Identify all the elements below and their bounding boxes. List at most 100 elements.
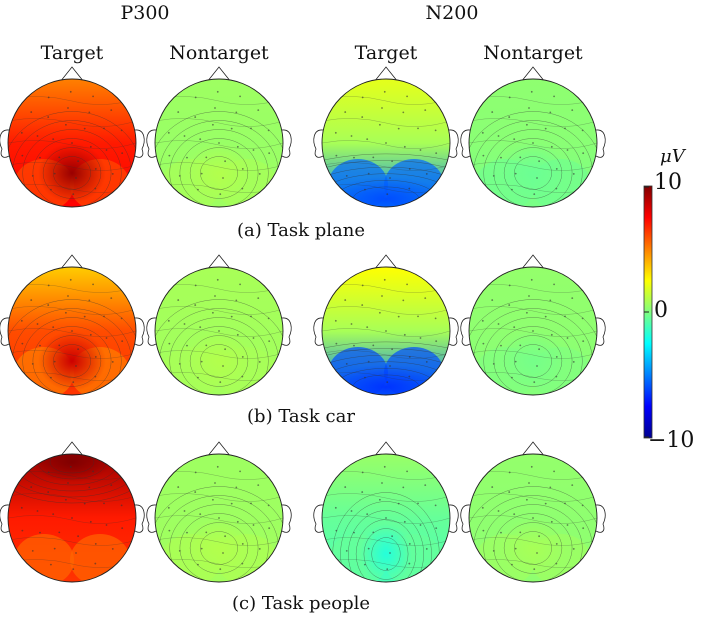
- electrode-dot: [177, 486, 180, 488]
- electrode-dot: [572, 548, 575, 550]
- contour-line: [22, 317, 122, 395]
- electrode-dot: [511, 376, 513, 379]
- electrode-dot: [47, 471, 50, 474]
- contour-line: [469, 118, 597, 127]
- contour-line: [42, 147, 102, 199]
- electrode-dot: [230, 315, 233, 318]
- electrode-dot: [538, 160, 541, 163]
- electrode-dot: [571, 484, 574, 487]
- electrode-dot: [566, 149, 569, 151]
- electrode-dot: [20, 319, 23, 322]
- contour-line: [322, 160, 450, 207]
- electrode-dot: [241, 168, 244, 170]
- contour-line: [8, 306, 136, 315]
- contour-line: [32, 138, 112, 207]
- electrode-dot: [94, 375, 97, 378]
- activation-hotspot: [185, 518, 253, 578]
- electrode-dot: [536, 552, 538, 554]
- electrode-dot: [367, 360, 370, 363]
- electrode-dot: [536, 177, 538, 179]
- electrode-dot: [385, 517, 387, 519]
- electrode-dot: [425, 173, 428, 175]
- caption-task-car: (b) Task car: [247, 406, 355, 427]
- electrode-dot: [408, 168, 411, 170]
- electrode-dot: [103, 127, 105, 130]
- electrode-dot: [532, 330, 534, 332]
- electrode-dot: [508, 471, 511, 474]
- electrode-dot: [77, 535, 80, 538]
- electrode-dot: [214, 107, 216, 109]
- column-label-n200-target: Target: [354, 42, 418, 64]
- electrode-dot: [197, 376, 199, 379]
- head-outline: [154, 266, 284, 396]
- contour-line: [469, 306, 597, 315]
- electrode-dot: [508, 304, 511, 306]
- electrode-dot: [120, 129, 123, 132]
- head-outline: [321, 266, 451, 396]
- electrode-dot: [406, 470, 408, 473]
- contour-line: [169, 317, 269, 395]
- contour-line: [483, 504, 583, 582]
- electrode-dot: [381, 295, 383, 297]
- contour-line: [42, 335, 102, 387]
- electrode-dot: [168, 529, 171, 532]
- electrode-dot: [372, 344, 375, 347]
- electrode-dot: [408, 543, 411, 545]
- contour-line: [503, 147, 563, 199]
- electrode-dot: [211, 498, 214, 501]
- topomap-n200-nontarget: [460, 66, 606, 208]
- electrode-dot: [402, 111, 405, 114]
- electrode-dot: [20, 506, 23, 509]
- head-outline: [7, 453, 137, 583]
- electrode-dot: [389, 177, 391, 179]
- electrode-dot: [364, 376, 366, 379]
- electrode-dot: [508, 116, 511, 118]
- electrode-dot: [345, 174, 348, 177]
- electrode-dot: [111, 361, 114, 363]
- electrode-dot: [350, 510, 353, 512]
- contour-line: [322, 306, 450, 315]
- electrode-dot: [186, 531, 188, 534]
- electrode-dot: [378, 498, 381, 501]
- electrode-dot: [344, 111, 347, 113]
- electrode-dot: [403, 520, 406, 523]
- electrode-dot: [257, 297, 260, 300]
- electrode-dot: [530, 278, 533, 281]
- electrode-dot: [508, 96, 511, 99]
- contour-line: [355, 519, 417, 582]
- electrode-dot: [267, 504, 270, 507]
- left-ear-outline: [460, 129, 471, 158]
- electrode-dot: [88, 111, 91, 114]
- electrode-dot: [64, 498, 67, 501]
- electrode-dot: [424, 297, 427, 300]
- electrode-dot: [391, 535, 394, 538]
- contour-line: [8, 162, 136, 171]
- right-ear-outline: [281, 317, 292, 346]
- contour-line: [189, 147, 249, 199]
- electrode-dot: [94, 168, 97, 170]
- electrode-dot: [121, 152, 124, 155]
- electrode-dot: [397, 127, 400, 130]
- electrode-dot: [530, 90, 533, 93]
- electrode-dot: [53, 547, 56, 550]
- electrode-dot: [92, 283, 94, 286]
- topomap-n200-nontarget: [460, 254, 606, 396]
- activation-hotspot: [32, 454, 112, 482]
- left-ear-outline: [0, 129, 10, 158]
- electrode-dot: [555, 562, 558, 565]
- electrode-dot: [385, 330, 387, 332]
- topomap-p300-nontarget: [146, 441, 292, 583]
- activation-hotspot: [326, 365, 446, 395]
- electrode-dot: [194, 304, 197, 306]
- left-ear-outline: [313, 504, 324, 533]
- contour-line: [322, 515, 450, 524]
- contour-line: [493, 513, 573, 582]
- electrode-dot: [83, 315, 86, 318]
- electrode-dot: [257, 109, 260, 112]
- head-outline: [7, 78, 137, 208]
- electrode-dot: [581, 129, 584, 132]
- head-outline: [468, 78, 598, 208]
- electrode-dot: [344, 299, 347, 301]
- electrode-dot: [222, 177, 224, 179]
- right-ear-outline: [595, 317, 606, 346]
